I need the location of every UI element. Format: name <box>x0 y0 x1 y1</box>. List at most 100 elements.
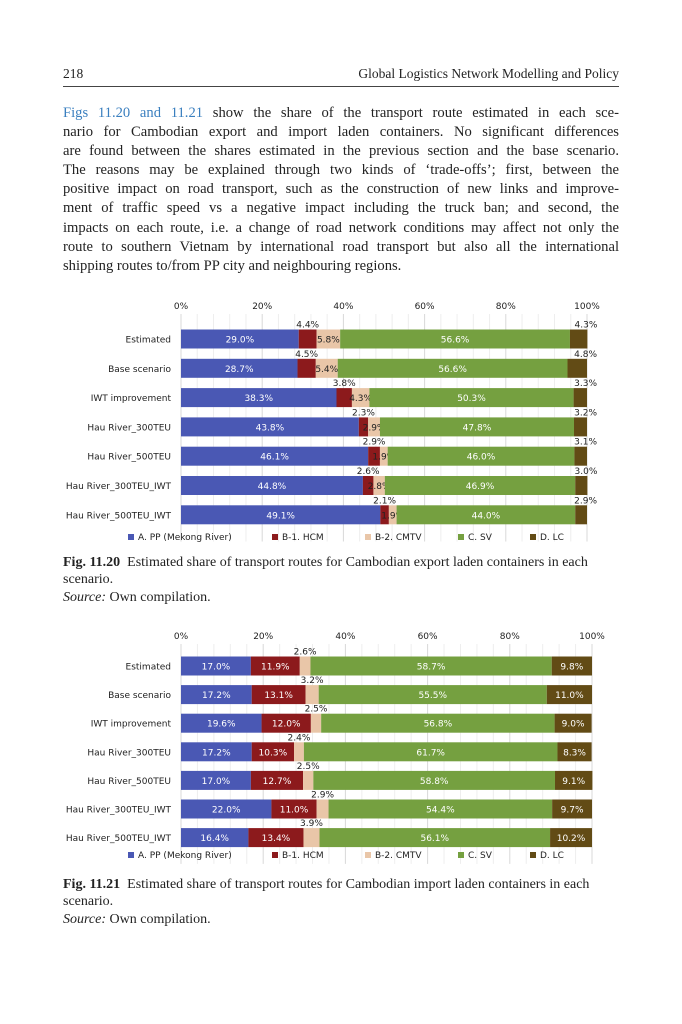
bar-segment <box>574 446 587 466</box>
bar-segment <box>362 476 374 495</box>
legend-swatch <box>272 852 278 858</box>
data-label: 2.5% <box>305 705 328 715</box>
figure-source: Source: Own compilation. <box>63 912 211 928</box>
legend-label: B-1. HCM <box>282 533 324 543</box>
legend-swatch <box>458 852 464 858</box>
bar-segment <box>248 828 304 848</box>
bar-segment <box>575 476 588 495</box>
data-label: 17.0% <box>202 663 231 673</box>
bar-segment <box>557 742 592 762</box>
figure-source: Source: Own compilation. <box>63 590 211 606</box>
data-label: 44.8% <box>258 482 287 492</box>
bar-segment <box>388 505 397 525</box>
source-label: Source: <box>63 590 107 605</box>
bar-segment <box>298 329 317 349</box>
data-label: 56.8% <box>424 720 453 730</box>
bar-segment <box>181 388 337 408</box>
bar-segment <box>181 770 251 790</box>
data-label: 38.3% <box>244 394 273 404</box>
data-label: 8.3% <box>563 748 586 758</box>
category-label: Estimated <box>126 336 171 346</box>
caption-text: Estimated share of transport routes for … <box>63 877 590 909</box>
legend-swatch <box>128 534 134 540</box>
data-label: 2.8% <box>368 482 391 492</box>
figure-reference-link[interactable]: Figs 11.20 and 11.21 <box>63 105 204 121</box>
legend-swatch <box>458 534 464 540</box>
bar-segment <box>373 476 385 495</box>
data-label: 11.0% <box>280 806 309 816</box>
data-label: 56.6% <box>438 365 467 375</box>
x-tick-label: 60% <box>418 632 438 642</box>
data-label: 58.8% <box>420 777 449 787</box>
paragraph-line: Figs 11.20 and 11.21 show the share of t… <box>63 104 619 123</box>
figure-caption: Fig. 11.20 Estimated share of transport … <box>63 554 619 588</box>
data-label: 17.0% <box>202 777 231 787</box>
bar-segment <box>299 656 311 676</box>
bar-segment <box>316 799 329 819</box>
data-label: 43.8% <box>256 423 285 433</box>
bar-segment <box>337 358 568 378</box>
bar-segment <box>181 417 359 437</box>
category-label: Hau River_300TEU_IWT <box>66 482 172 492</box>
import-share-chart-svg: 0% 20% 40% 60% 80% 100% Estimated 17.0% 11.9% 2.6… <box>66 632 605 864</box>
legend-label: D. LC <box>540 533 564 543</box>
legend-label: C. SV <box>468 851 493 861</box>
bar-segment <box>303 828 320 848</box>
bar-segment <box>387 446 575 466</box>
figure-caption: Fig. 11.21 Estimated share of transport … <box>63 876 619 910</box>
data-label: 9.1% <box>562 777 585 787</box>
data-label: 2.9% <box>363 423 386 433</box>
data-label: 12.7% <box>263 777 292 787</box>
bar-segment <box>554 713 592 733</box>
data-label: 47.8% <box>463 423 492 433</box>
data-label: 56.6% <box>441 336 470 346</box>
x-tick-label: 100% <box>574 302 600 312</box>
data-label: 2.9% <box>363 438 386 448</box>
data-label: 4.3% <box>575 321 598 331</box>
data-label: 46.1% <box>260 453 289 463</box>
paragraph-line: are found between the shares estimated i… <box>63 143 619 160</box>
legend-swatch <box>365 534 371 540</box>
data-label: 2.1% <box>373 496 396 506</box>
caption-label: Fig. 11.21 <box>63 877 121 892</box>
data-label: 2.9% <box>574 496 597 506</box>
paragraph-line: positive impact on road transport, such … <box>63 181 619 198</box>
paragraph-line: nario for Cambodian export and import la… <box>63 124 619 141</box>
bar-segment <box>336 388 352 408</box>
data-label: 13.1% <box>264 691 293 701</box>
body-paragraph: Figs 11.20 and 11.21 show the share of t… <box>63 104 619 276</box>
caption-text: Estimated share of transport routes for … <box>63 555 588 587</box>
bar-segment <box>328 799 553 819</box>
data-label: 3.3% <box>574 379 597 389</box>
bar-segment <box>294 742 304 762</box>
data-label: 5.8% <box>317 336 340 346</box>
legend-swatch <box>128 852 134 858</box>
x-tick-label: 60% <box>415 302 435 312</box>
paragraph-line: impacts on each route, i.e. a change of … <box>63 219 619 236</box>
data-label: 16.4% <box>200 834 229 844</box>
data-label: 12.0% <box>272 720 301 730</box>
data-label: 3.9% <box>300 819 323 829</box>
bar-segment <box>379 417 575 437</box>
bar-segment <box>555 770 593 790</box>
bar-segment <box>573 388 587 408</box>
data-label: 50.3% <box>457 394 486 404</box>
data-label: 4.3% <box>349 394 372 404</box>
bar-segment <box>181 742 252 762</box>
data-label: 17.2% <box>202 691 231 701</box>
bar-segment <box>574 417 587 437</box>
bar-segment <box>181 505 381 525</box>
category-label: Base scenario <box>108 365 171 375</box>
bar-segment <box>251 685 306 705</box>
data-label: 19.6% <box>207 720 236 730</box>
data-label: 3.1% <box>574 438 597 448</box>
export-share-chart-svg: 0% 20% 40% 60% 80% 100% Estimated 29.0% 4.4% 5.8%… <box>66 302 600 543</box>
bar-segment <box>313 770 556 790</box>
source-label: Source: <box>63 912 107 927</box>
paragraph-line: ment of traffic speed vs a negative impa… <box>63 200 619 217</box>
data-label: 1.9% <box>381 511 404 521</box>
data-label: 22.0% <box>212 806 241 816</box>
source-text: Own compilation. <box>109 590 211 605</box>
data-label: 46.0% <box>467 453 496 463</box>
x-tick-label: 20% <box>253 632 273 642</box>
